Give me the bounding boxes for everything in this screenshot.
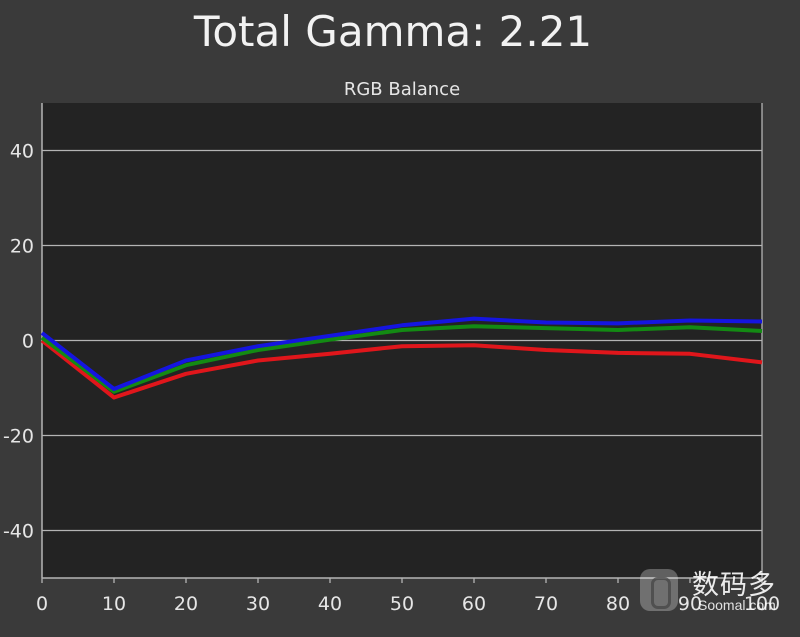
x-tick-label: 80 [606, 593, 630, 615]
chart-main-title: Total Gamma: 2.21 [193, 7, 593, 56]
chart-title: RGB Balance [344, 79, 460, 100]
x-tick-label: 90 [678, 593, 702, 615]
soomal-logo-icon [640, 569, 678, 611]
red-series-line [40, 338, 763, 400]
x-tick-label: 40 [318, 593, 342, 615]
green-series-line [40, 324, 763, 394]
y-tick-label: -20 [3, 426, 34, 448]
x-tick-label: 50 [390, 593, 414, 615]
blue-series-line [40, 316, 763, 391]
x-tick-label: 100 [744, 593, 780, 615]
y-tick-label: 0 [22, 331, 34, 353]
x-tick-label: 30 [246, 593, 270, 615]
x-tick-label: 60 [462, 593, 486, 615]
watermark-en-text: Soomal.com [698, 597, 776, 613]
x-tick-label: 70 [534, 593, 558, 615]
x-tick-label: 0 [36, 593, 48, 615]
watermark-cn-text: 数码多 [692, 570, 776, 601]
y-tick-label: -40 [3, 521, 34, 543]
x-tick-label: 20 [174, 593, 198, 615]
soomal-watermark: 数码多 Soomal.com [640, 563, 790, 623]
y-tick-label: 40 [10, 141, 34, 163]
x-tick-label: 10 [102, 593, 126, 615]
y-tick-label: 20 [10, 236, 34, 258]
